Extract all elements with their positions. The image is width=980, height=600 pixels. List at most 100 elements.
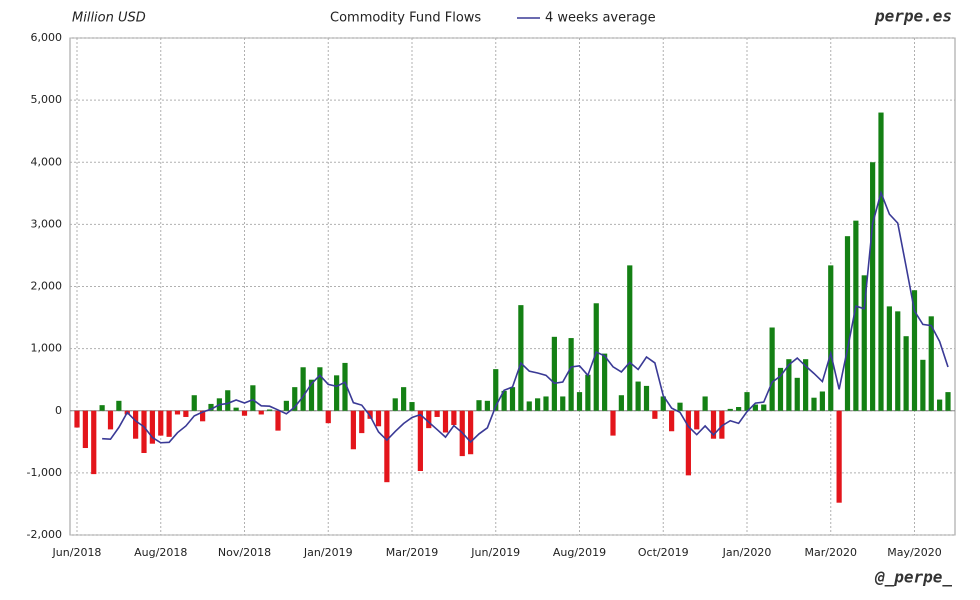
bar (920, 359, 926, 411)
y-tick-label: 3,000 (31, 217, 63, 230)
bar (509, 387, 516, 411)
bar (133, 410, 139, 439)
bar (551, 336, 557, 411)
bar (694, 410, 700, 430)
bar (602, 353, 608, 411)
bar (149, 410, 155, 444)
bar (786, 359, 792, 411)
bar (484, 400, 490, 411)
bar (434, 410, 440, 417)
bar (233, 407, 239, 411)
bar (761, 404, 767, 411)
bar (819, 391, 825, 411)
bar (342, 362, 348, 411)
bar (928, 316, 934, 411)
bar (350, 410, 356, 450)
bar (535, 398, 541, 411)
bar (752, 404, 758, 411)
bar (468, 410, 474, 455)
bar (417, 410, 423, 472)
bar (283, 400, 289, 411)
bar (292, 387, 298, 411)
bar (844, 236, 851, 411)
bar (384, 410, 390, 483)
bar (493, 369, 499, 411)
bar (593, 303, 599, 411)
bar (267, 409, 273, 411)
bar (895, 311, 901, 411)
bar (451, 410, 457, 426)
bar (426, 410, 432, 429)
bar (794, 377, 800, 411)
bar (652, 410, 658, 419)
x-tick-label: Jan/2019 (303, 546, 353, 559)
bar (200, 410, 206, 422)
bar (107, 410, 114, 430)
x-tick-label: Aug/2019 (553, 546, 606, 559)
bar (610, 410, 616, 436)
bar (392, 398, 398, 411)
bar (300, 367, 306, 411)
chart-title: Commodity Fund Flows (330, 11, 481, 26)
y-tick-label: 5,000 (31, 93, 63, 106)
bar (618, 395, 624, 411)
bar (91, 410, 97, 475)
bar (375, 410, 382, 427)
bar (74, 410, 80, 428)
bar (359, 410, 365, 434)
bar (543, 396, 549, 411)
bar (803, 359, 809, 411)
bar (677, 402, 683, 411)
bar (317, 367, 323, 411)
bar (911, 290, 918, 411)
bar (811, 397, 817, 411)
bar (116, 400, 122, 411)
x-tick-label: Aug/2018 (134, 546, 187, 559)
bar (225, 390, 231, 411)
bar (476, 400, 482, 411)
bar (518, 305, 524, 411)
bar (710, 410, 717, 439)
bar (828, 265, 834, 411)
x-tick-label: Jan/2020 (722, 546, 772, 559)
bar (334, 375, 340, 411)
bar (736, 407, 742, 411)
x-tick-label: Nov/2018 (218, 546, 271, 559)
x-tick-label: May/2020 (887, 546, 941, 559)
bar (401, 387, 407, 411)
average-line (102, 190, 949, 444)
bar (643, 385, 650, 411)
bar (635, 381, 641, 411)
bar (409, 402, 415, 411)
bar (702, 396, 708, 411)
bar (82, 410, 88, 449)
bar (526, 401, 532, 411)
y-tick-label: -2,000 (27, 528, 62, 541)
bar (836, 410, 842, 503)
bar (937, 399, 943, 411)
bar (585, 374, 591, 411)
bar (275, 410, 281, 431)
y-tick-label: -1,000 (27, 466, 62, 479)
x-tick-label: Mar/2019 (386, 546, 438, 559)
bar (853, 220, 859, 411)
bar (669, 410, 675, 432)
bar (945, 392, 951, 411)
bar (250, 385, 256, 411)
bar (442, 410, 449, 433)
bar (183, 410, 189, 417)
bar (627, 265, 633, 411)
y-tick-label: 1,000 (31, 342, 63, 355)
y-tick-label: 0 (55, 404, 62, 417)
bar (174, 410, 181, 415)
bar (308, 379, 315, 411)
y-tick-label: 2,000 (31, 280, 63, 293)
x-tick-label: Mar/2020 (805, 546, 857, 559)
bar (501, 390, 507, 411)
bar (258, 410, 264, 415)
bar (560, 396, 566, 411)
bar (208, 403, 214, 411)
y-tick-label: 4,000 (31, 155, 63, 168)
bar (878, 112, 884, 411)
